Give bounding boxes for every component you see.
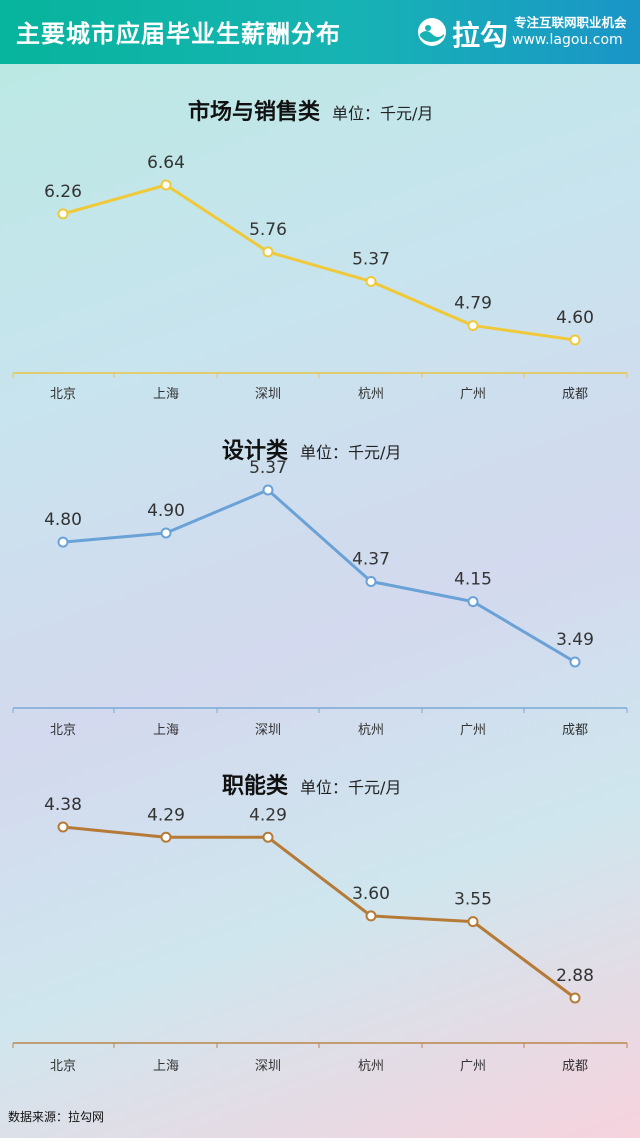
data-label: 4.90	[147, 501, 185, 521]
x-tick-label: 杭州	[358, 723, 384, 738]
data-label: 4.79	[454, 294, 492, 314]
chart-title-text: 市场与销售类	[188, 100, 321, 125]
x-tick-label: 上海	[153, 1059, 179, 1074]
data-point	[365, 575, 377, 587]
data-point	[467, 596, 479, 608]
data-label: 4.29	[249, 805, 287, 825]
header-banner: 主要城市应届毕业生薪酬分布 拉勾 专注互联网职业机会 www.lagou.com	[0, 0, 640, 64]
x-tick-label: 广州	[460, 723, 486, 738]
data-point	[262, 484, 274, 496]
data-point	[467, 916, 479, 928]
x-tick-label: 成都	[562, 387, 588, 402]
data-label: 5.76	[249, 220, 287, 240]
data-label: 2.88	[556, 966, 594, 986]
lagou-logo: 拉勾	[416, 12, 514, 52]
chart-unit: 单位：千元/月	[300, 443, 402, 462]
x-tick-label: 北京	[50, 723, 76, 738]
series-line	[62, 183, 576, 342]
data-label: 3.55	[454, 890, 492, 910]
data-point	[160, 527, 172, 539]
line-chart-marketing: 北京 上海 深圳 杭州 广州 成都 6.26 6.64 5.76 5.37 4.79 4.60	[12, 153, 628, 402]
chart-unit: 单位：千元/月	[332, 104, 434, 123]
data-label: 3.60	[352, 884, 390, 904]
x-tick-label: 深圳	[255, 1059, 281, 1074]
data-label: 4.38	[44, 795, 82, 815]
data-point	[262, 831, 274, 843]
data-point	[160, 179, 172, 191]
series-line	[62, 488, 576, 664]
chart-unit: 单位：千元/月	[300, 778, 402, 797]
chart-title-text: 职能类	[222, 774, 289, 799]
x-tick-label: 广州	[460, 1059, 486, 1074]
x-tick-label: 上海	[153, 387, 179, 402]
data-point	[365, 910, 377, 922]
lagou-logo-icon	[418, 18, 446, 46]
data-point	[57, 821, 69, 833]
data-point	[57, 208, 69, 220]
x-tick-label: 北京	[50, 387, 76, 402]
data-label: 4.15	[454, 570, 492, 590]
data-label: 4.37	[352, 549, 390, 569]
data-point	[569, 656, 581, 668]
site-url: www.lagou.com	[512, 32, 623, 48]
x-tick-label: 杭州	[358, 1059, 384, 1074]
data-label: 6.26	[44, 182, 82, 202]
page-title: 主要城市应届毕业生薪酬分布	[16, 20, 341, 48]
data-point	[569, 992, 581, 1004]
data-label: 3.49	[556, 630, 594, 650]
chart-title-marketing: 市场与销售类 单位：千元/月	[188, 94, 433, 126]
data-label: 4.60	[556, 308, 594, 328]
data-label: 4.80	[44, 510, 82, 530]
x-tick-label: 杭州	[358, 387, 384, 402]
data-label: 6.64	[147, 153, 185, 173]
x-tick-label: 成都	[562, 1059, 588, 1074]
data-point	[467, 320, 479, 332]
x-tick-label: 成都	[562, 723, 588, 738]
data-point	[262, 246, 274, 258]
series-line	[62, 825, 576, 1000]
logo-text: 拉勾	[452, 19, 509, 52]
line-chart-design: 北京 上海 深圳 杭州 广州 成都 4.80 4.90 5.37 4.37 4.15 3.49	[12, 458, 628, 738]
chart-title-text: 设计类	[222, 439, 289, 464]
chart-title-function: 职能类 单位：千元/月	[222, 768, 401, 800]
x-tick-label: 深圳	[255, 723, 281, 738]
data-point	[57, 536, 69, 548]
x-tick-label: 深圳	[255, 387, 281, 402]
chart-title-design: 设计类 单位：千元/月	[222, 433, 401, 465]
x-tick-label: 广州	[460, 387, 486, 402]
line-chart-function: 北京 上海 深圳 杭州 广州 成都 4.38 4.29 4.29 3.60 3.55 2.88	[12, 795, 628, 1074]
data-source: 数据来源：拉勾网	[8, 1110, 105, 1124]
data-label: 5.37	[249, 458, 287, 478]
slogan: 专注互联网职业机会	[514, 15, 627, 30]
data-label: 4.29	[147, 805, 185, 825]
data-label: 5.37	[352, 249, 390, 269]
data-point	[365, 275, 377, 287]
x-tick-label: 上海	[153, 723, 179, 738]
x-tick-label: 北京	[50, 1059, 76, 1074]
data-point	[569, 334, 581, 346]
data-point	[160, 831, 172, 843]
